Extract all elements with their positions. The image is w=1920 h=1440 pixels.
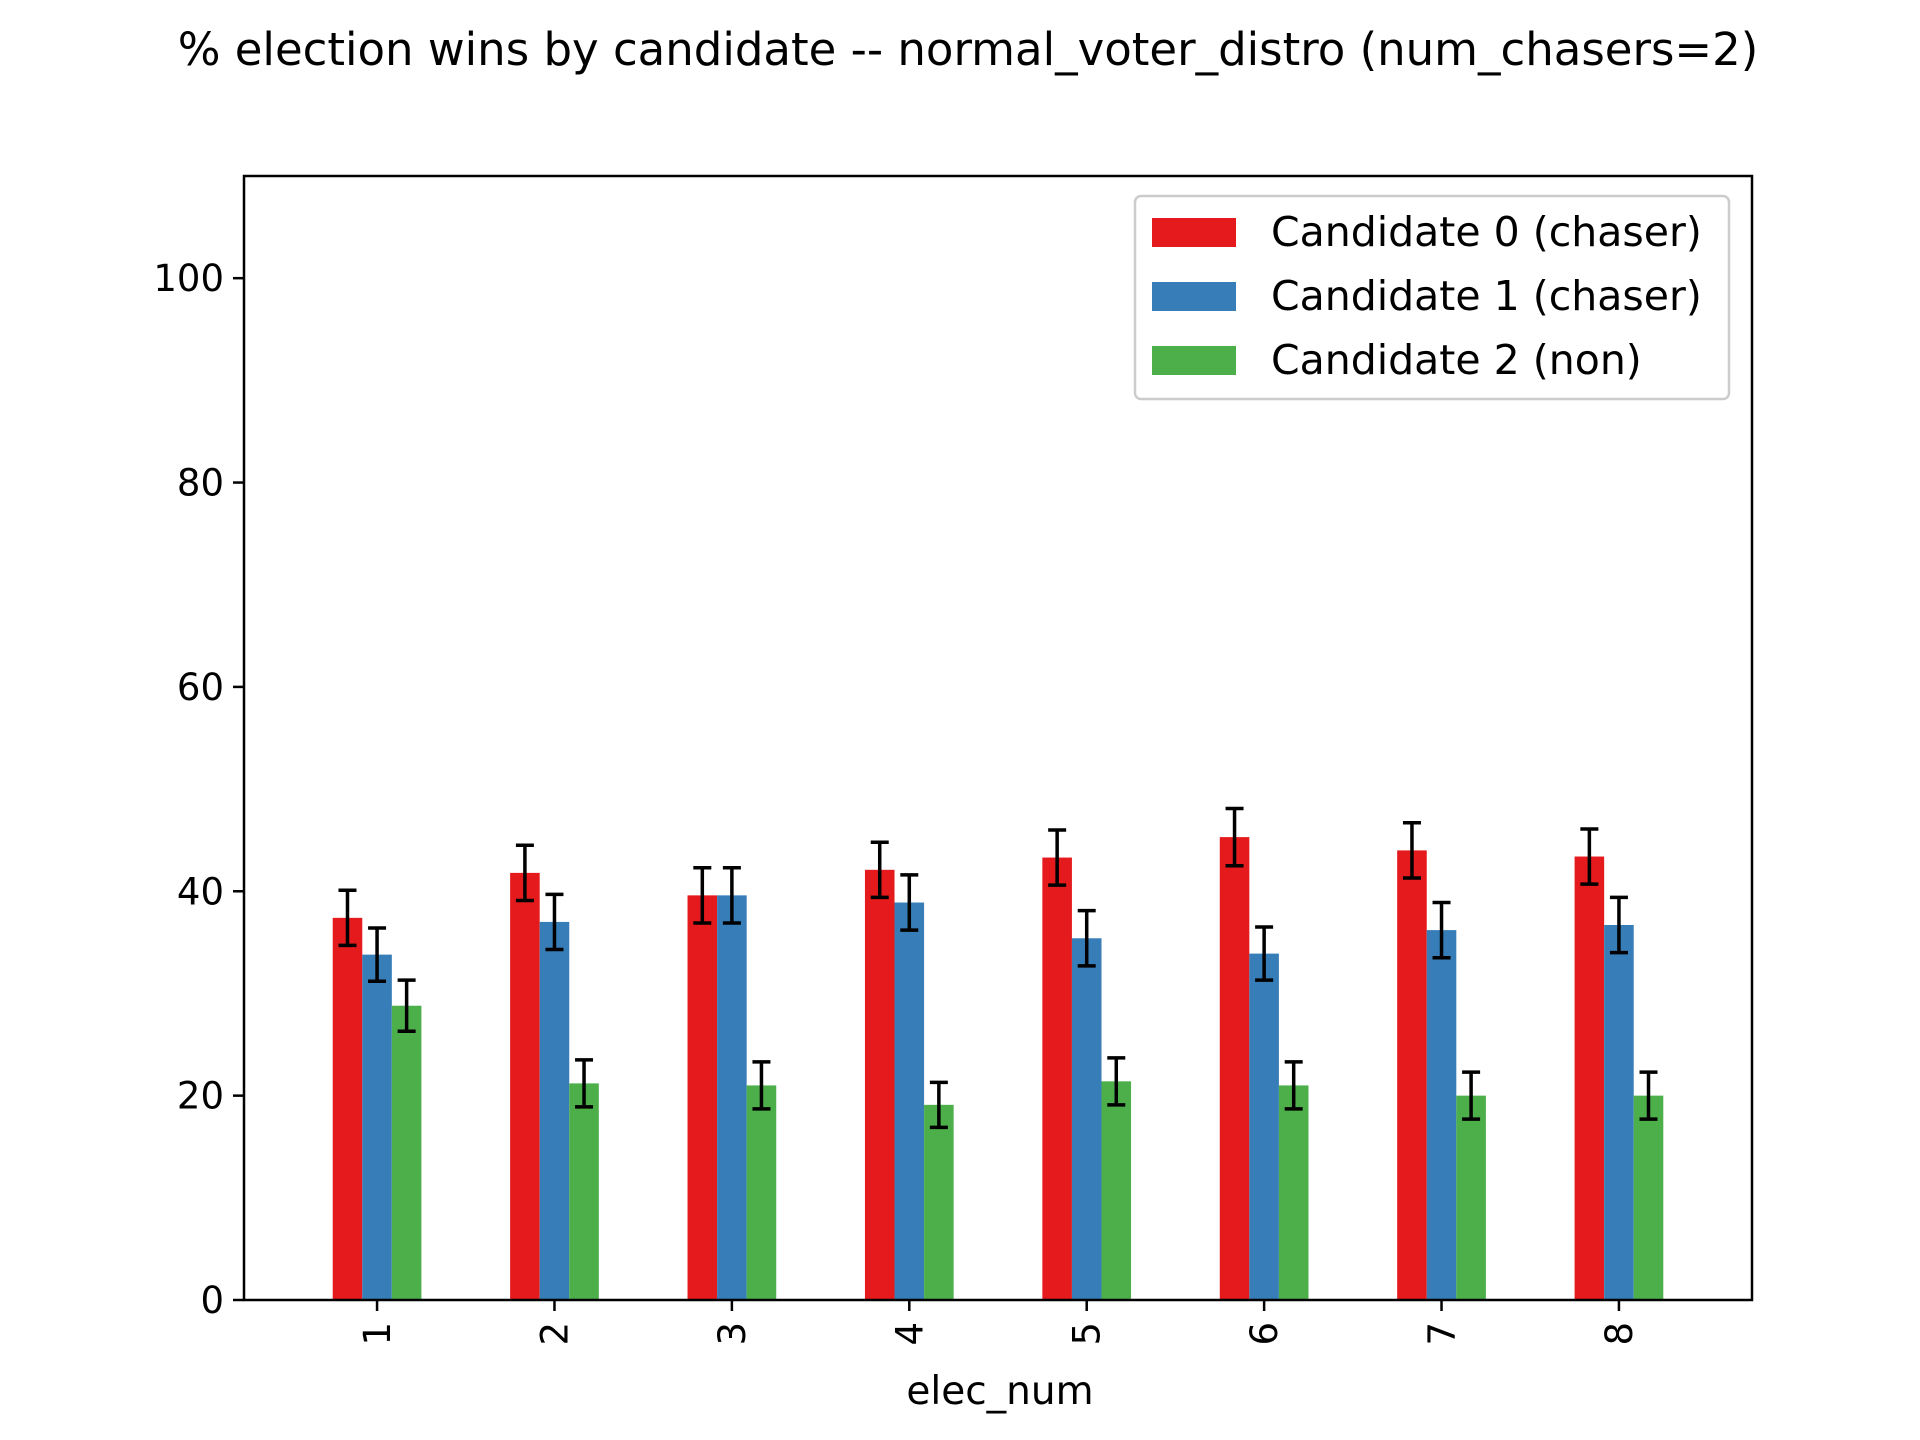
bar-series2-8 [1633,1095,1664,1300]
x-tick-label-1: 1 [356,1322,399,1346]
legend-label-series1: Candidate 1 (chaser) [1271,272,1702,320]
bars-layer [332,837,1664,1300]
bar-series0-7 [1397,850,1427,1300]
bar-series2-7 [1456,1095,1486,1300]
error-bar-series2-4 [929,1080,948,1130]
bar-series2-6 [1278,1085,1309,1300]
y-tick-label-60: 60 [177,666,224,709]
y-tick-label-0: 0 [200,1279,224,1322]
chart-title: % election wins by candidate -- normal_v… [178,23,1759,76]
legend-swatch-series2 [1152,346,1236,375]
error-bar-series2-5 [1107,1056,1126,1107]
legend-frame [1133,194,1731,401]
error-bar-series1-1 [368,926,387,983]
bar-series2-3 [746,1085,777,1300]
legend-swatch-series0 [1152,218,1236,247]
error-bar-series2-3 [752,1060,771,1111]
error-bar-series2-8 [1639,1070,1658,1121]
bar-series0-3 [687,895,718,1300]
error-bar-series2-1 [397,978,416,1034]
legend-label-series0: Candidate 0 (chaser) [1271,208,1702,256]
bar-series1-7 [1426,930,1457,1300]
bar-series0-6 [1219,837,1250,1300]
bar-series0-4 [864,869,895,1300]
error-bar-series2-6 [1284,1060,1303,1111]
x-tick-label-7: 7 [1421,1322,1464,1346]
bar-series0-1 [332,917,363,1300]
bar-series2-1 [391,1005,422,1300]
legend-label-series2: Candidate 2 (non) [1271,336,1642,384]
error-bar-series0-3 [693,866,712,925]
error-bar-series1-3 [722,866,741,925]
bar-series1-1 [362,954,392,1300]
error-bar-series2-2 [575,1058,594,1109]
y-tick-label-20: 20 [177,1075,224,1118]
bar-series1-5 [1071,938,1102,1300]
x-tick-label-3: 3 [711,1322,754,1346]
error-bar-series0-4 [870,840,889,900]
bar-series1-8 [1604,924,1634,1300]
bar-series0-8 [1574,856,1605,1300]
bar-series0-2 [510,872,540,1300]
bar-series0-5 [1042,857,1072,1300]
x-tick-label-5: 5 [1066,1322,1109,1346]
error-bar-series1-2 [545,892,564,952]
error-bar-series1-5 [1077,908,1096,968]
plot-frame [242,174,1754,1302]
error-bar-series0-2 [515,843,534,903]
x-axis: 1 2 3 4 5 6 7 8 [356,1300,1641,1346]
error-bar-series0-5 [1048,828,1067,887]
y-axis: 0 20 40 60 80 100 [153,257,244,1322]
legend-swatch-series1 [1152,282,1236,311]
error-bar-series1-8 [1609,895,1628,955]
bar-series1-2 [539,921,570,1300]
x-tick-label-4: 4 [888,1322,931,1346]
bar-series2-5 [1101,1081,1132,1300]
error-bar-series1-4 [900,873,919,932]
x-tick-label-6: 6 [1243,1322,1286,1346]
y-tick-label-80: 80 [177,462,224,505]
bar-series2-2 [569,1083,599,1300]
x-tick-label-8: 8 [1598,1322,1641,1346]
error-bar-series0-7 [1402,821,1421,880]
error-bar-series0-6 [1225,806,1244,868]
bar-series1-3 [717,895,747,1300]
y-tick-label-40: 40 [177,870,224,913]
error-bar-series2-7 [1462,1070,1481,1121]
bar-series1-6 [1249,953,1279,1300]
x-axis-label: elec_num [906,1369,1093,1414]
error-bar-series1-6 [1255,925,1274,982]
error-bar-series0-8 [1580,827,1599,886]
bar-series2-4 [924,1104,954,1300]
x-tick-label-2: 2 [533,1322,576,1346]
bar-series1-4 [894,902,925,1300]
legend: Candidate 0 (chaser) Candidate 1 (chaser)… [1133,194,1731,401]
error-bars-layer [338,806,1658,1130]
error-bar-series1-7 [1432,900,1451,960]
y-tick-label-100: 100 [153,257,224,300]
error-bar-series0-1 [338,888,357,948]
